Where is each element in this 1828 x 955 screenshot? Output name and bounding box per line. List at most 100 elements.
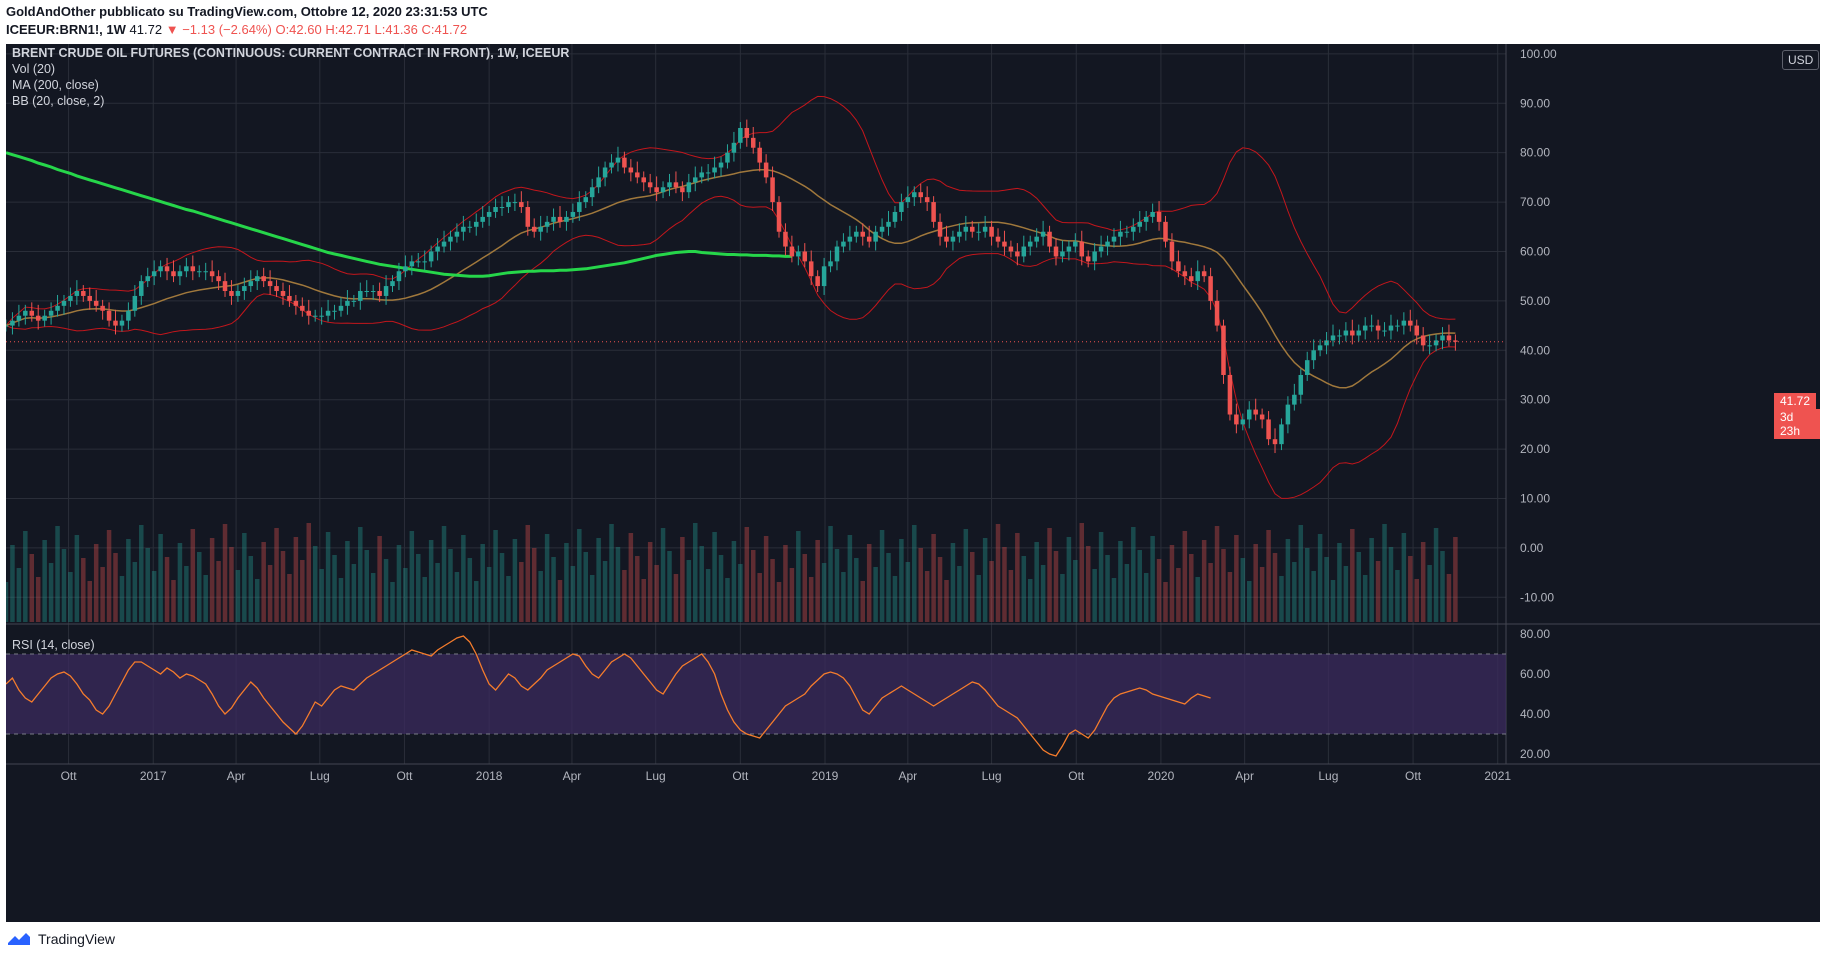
candle-body (1060, 251, 1065, 257)
bb-upper-band (6, 95, 1456, 326)
volume-bar (480, 544, 485, 622)
volume-bar (345, 541, 350, 622)
candle-body (209, 271, 215, 277)
last-price-tag: 41.72 (1774, 393, 1817, 409)
candle-body (866, 236, 872, 242)
candle-body (145, 276, 150, 282)
volume-bar (1246, 581, 1252, 622)
volume-bar (1272, 553, 1278, 622)
candle-body (106, 310, 112, 321)
volume-bar (699, 546, 704, 622)
candle-body (841, 241, 846, 247)
candle-body (1118, 231, 1123, 237)
volume-bar (293, 537, 299, 622)
time-tick-label: Ott (396, 769, 413, 783)
candle-body (1221, 325, 1226, 375)
candle-body (1008, 246, 1014, 252)
legend-bb: BB (20, close, 2) (12, 94, 105, 108)
volume-bar (151, 571, 157, 622)
currency-button[interactable]: USD (1782, 50, 1820, 70)
ma200-line (6, 151, 792, 278)
candle-body (1189, 276, 1194, 282)
candle-body (1427, 345, 1432, 347)
footer-brand[interactable]: TradingView (6, 928, 115, 950)
rsi-tick-label: 40.00 (1520, 707, 1550, 721)
candle-body (770, 177, 775, 203)
candle-body (860, 231, 866, 237)
candle-body (1420, 335, 1426, 346)
candle-body (1414, 325, 1419, 336)
candle-body (486, 211, 492, 217)
time-tick-label: 2019 (812, 769, 839, 783)
volume-bar (364, 550, 369, 622)
candle-body (1362, 325, 1368, 331)
candle-body (1388, 325, 1394, 331)
volume-bar (570, 566, 576, 622)
candle-body (1382, 330, 1387, 332)
candle-body (1034, 236, 1039, 242)
time-tick-label: Lug (982, 769, 1002, 783)
candle-body (557, 216, 563, 222)
candle-body (815, 276, 820, 287)
volume-bar (1369, 538, 1374, 622)
candle-body (725, 152, 730, 163)
candle-body (970, 226, 975, 232)
price-tick-label: 90.00 (1520, 96, 1550, 110)
volume-bar (261, 542, 266, 622)
volume-bar (16, 568, 22, 622)
candle-body (229, 291, 234, 296)
candle-body (1272, 439, 1278, 445)
volume-bar (81, 558, 86, 622)
volume-bar (1362, 575, 1368, 622)
volume-bar (499, 553, 505, 622)
candle-body (81, 291, 86, 296)
candle-body (654, 187, 659, 193)
candle-body (776, 202, 782, 232)
candle-body (100, 305, 105, 311)
chart-svg[interactable]: 10.00 20.00 30.00 40.00 50.00 60.00 70.00 80.00… (6, 44, 1820, 922)
volume-bar (358, 527, 363, 622)
candle-body (1195, 271, 1200, 282)
volume-bar (577, 529, 582, 622)
volume-bar (1092, 569, 1097, 622)
candle-body (280, 291, 286, 296)
volume-bar (615, 547, 621, 622)
candle-body (1343, 330, 1349, 336)
volume-bar (203, 575, 208, 622)
candle-body (16, 315, 22, 321)
candle-body (531, 226, 537, 232)
candle-body (564, 216, 569, 222)
candle-body (1259, 414, 1265, 420)
volume-bar (1073, 560, 1078, 622)
candle-body (409, 261, 415, 267)
volume-bar (10, 545, 15, 622)
volume-bar (42, 540, 47, 622)
volume-bar (841, 572, 846, 622)
chart-area[interactable]: 10.00 20.00 30.00 40.00 50.00 60.00 70.00 80.00… (6, 44, 1820, 922)
candle-body (338, 305, 344, 311)
volume-bar (1427, 565, 1432, 622)
candle-body (1098, 246, 1104, 252)
volume-bar (171, 580, 176, 622)
volume-bar (957, 566, 962, 622)
volume-bar (802, 554, 808, 622)
candle-body (1304, 360, 1310, 375)
price-tick-label: 20.00 (1520, 442, 1550, 456)
volume-bar (493, 530, 498, 622)
volume-bar (654, 565, 659, 622)
candle-body (1266, 419, 1271, 440)
symbol-label: ICEEUR:BRN1!, 1W (6, 22, 126, 37)
volume-bar (918, 548, 923, 622)
volume-bar (1002, 547, 1007, 622)
candle-body (789, 246, 795, 257)
candle-body (731, 142, 737, 153)
volume-bar (531, 548, 537, 622)
rsi-tick-label: 80.00 (1520, 627, 1550, 641)
volume-bar (905, 562, 911, 622)
candle-body (1137, 221, 1142, 227)
volume-bar (899, 539, 904, 622)
volume-bar (448, 549, 453, 622)
publisher-line: GoldAndOther pubblicato su TradingView.c… (6, 4, 488, 19)
candle-body (686, 182, 692, 193)
volume-bar (1182, 531, 1188, 622)
